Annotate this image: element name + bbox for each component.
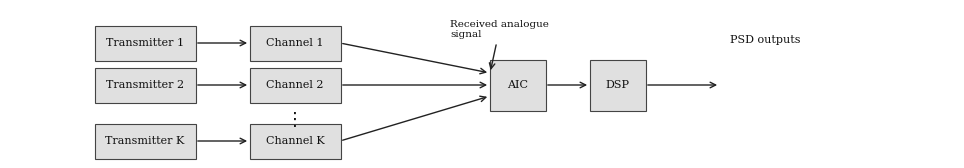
Text: Transmitter K: Transmitter K — [105, 136, 185, 146]
Text: Channel 2: Channel 2 — [266, 80, 324, 90]
Text: Channel 1: Channel 1 — [266, 38, 324, 48]
FancyBboxPatch shape — [250, 123, 340, 158]
FancyBboxPatch shape — [94, 26, 196, 60]
Text: Received analogue
signal: Received analogue signal — [450, 20, 549, 69]
Text: ⋮: ⋮ — [286, 111, 304, 129]
FancyBboxPatch shape — [490, 59, 546, 111]
Text: Transmitter 2: Transmitter 2 — [106, 80, 184, 90]
Text: PSD outputs: PSD outputs — [730, 35, 800, 45]
Text: DSP: DSP — [605, 80, 629, 90]
Text: AIC: AIC — [507, 80, 528, 90]
FancyBboxPatch shape — [94, 123, 196, 158]
Text: Transmitter 1: Transmitter 1 — [106, 38, 184, 48]
Text: Channel K: Channel K — [266, 136, 324, 146]
FancyBboxPatch shape — [250, 26, 340, 60]
FancyBboxPatch shape — [590, 59, 646, 111]
FancyBboxPatch shape — [250, 68, 340, 102]
FancyBboxPatch shape — [94, 68, 196, 102]
